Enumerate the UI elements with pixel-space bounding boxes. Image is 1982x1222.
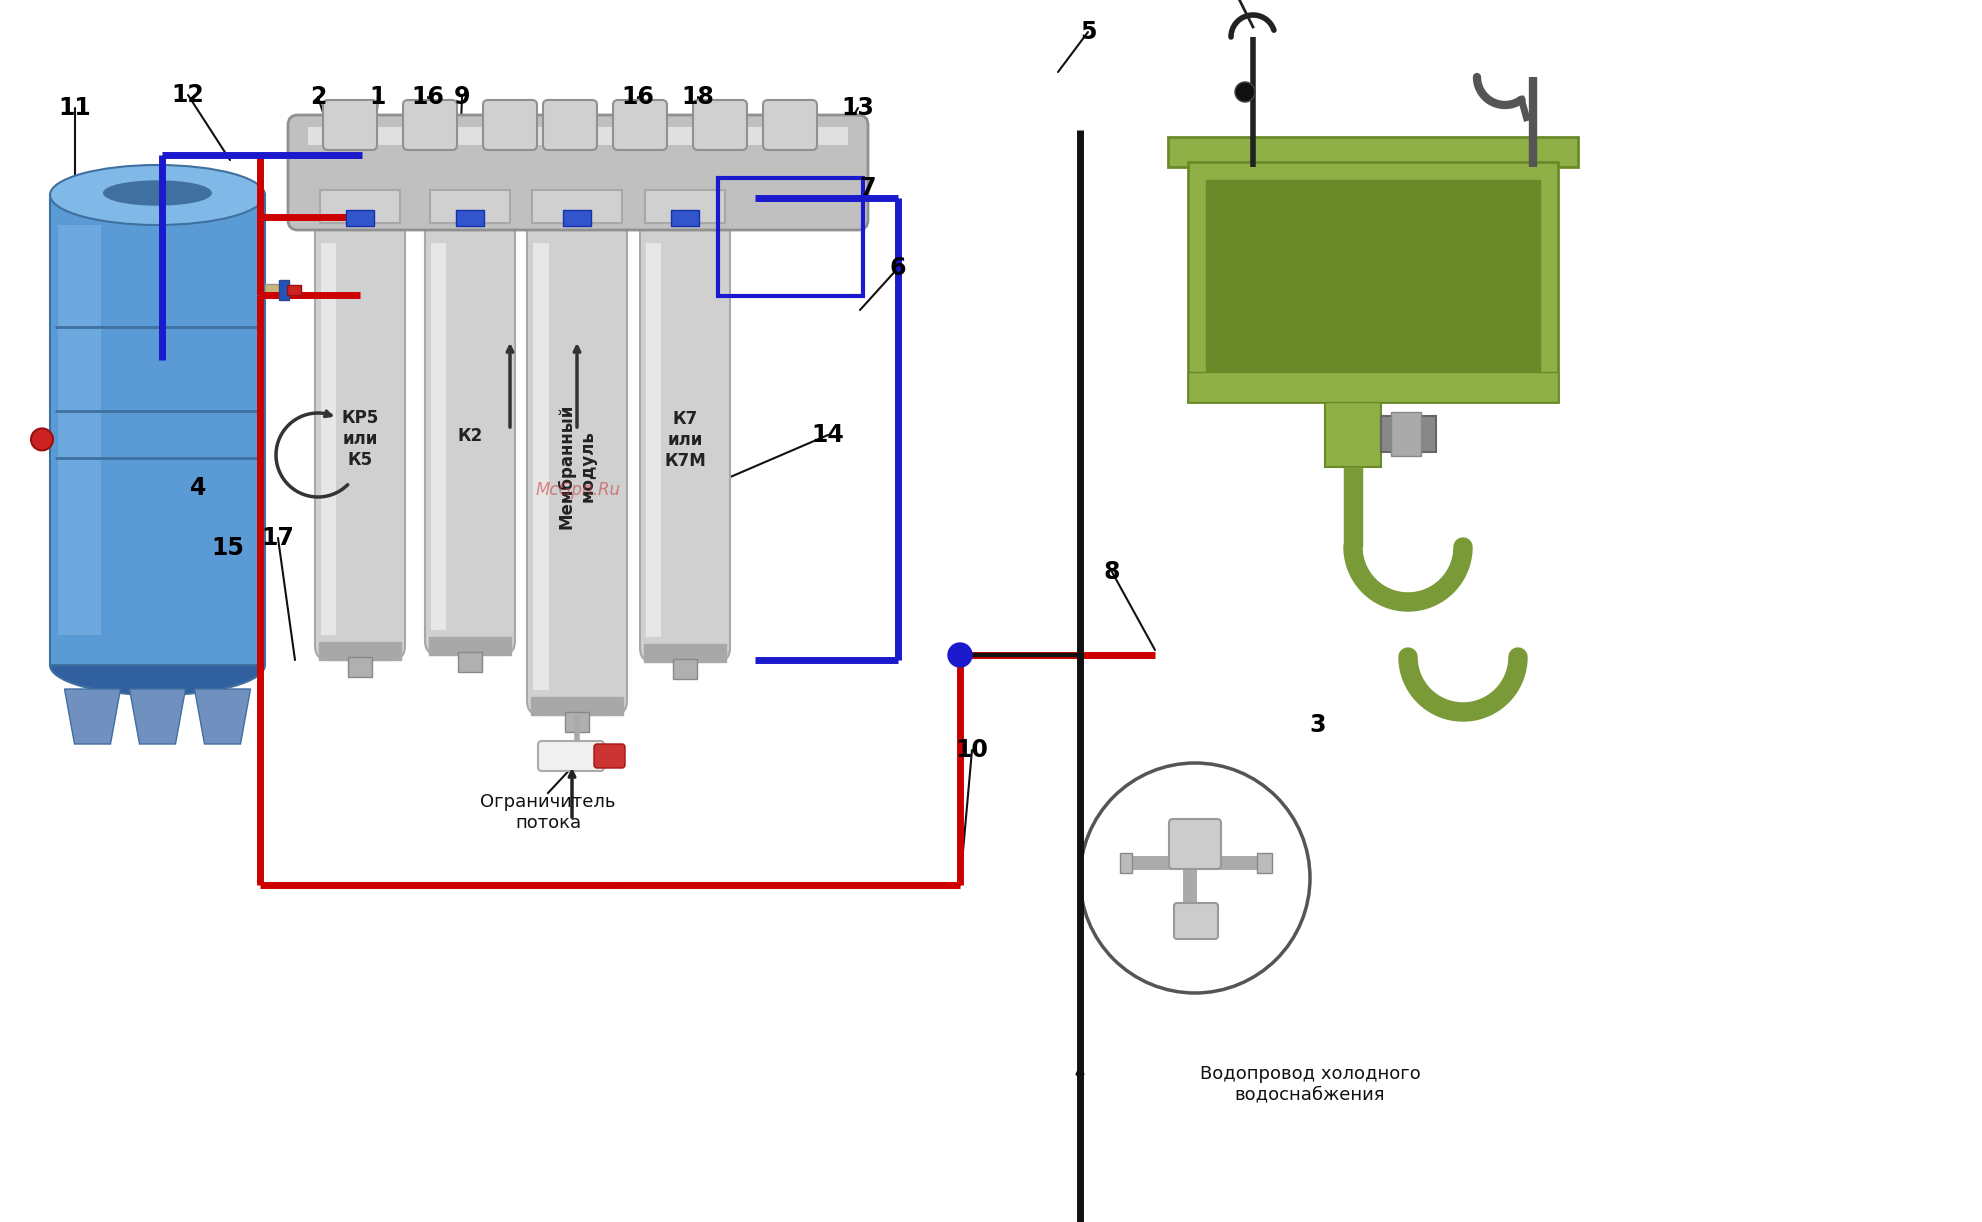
- Bar: [1389, 412, 1421, 456]
- FancyBboxPatch shape: [1169, 819, 1221, 869]
- Circle shape: [32, 429, 54, 451]
- Bar: [1187, 163, 1558, 402]
- Bar: [531, 697, 622, 715]
- Polygon shape: [129, 689, 186, 744]
- Bar: [321, 243, 335, 635]
- Text: К7
или
К7М: К7 или К7М: [664, 411, 706, 469]
- Bar: [1205, 180, 1540, 385]
- Text: 5: 5: [1080, 20, 1096, 44]
- Text: 7: 7: [860, 176, 876, 200]
- Text: 14: 14: [811, 423, 844, 447]
- FancyBboxPatch shape: [763, 100, 817, 150]
- Bar: [57, 225, 101, 635]
- Bar: [307, 127, 848, 145]
- Bar: [670, 210, 698, 226]
- Text: Водопровод холодного
водоснабжения: Водопровод холодного водоснабжения: [1199, 1066, 1419, 1103]
- Text: К2: К2: [458, 426, 482, 445]
- Bar: [50, 196, 266, 665]
- Ellipse shape: [50, 635, 266, 695]
- FancyBboxPatch shape: [595, 744, 624, 767]
- Bar: [1120, 853, 1132, 873]
- Text: 6: 6: [890, 255, 906, 280]
- Bar: [531, 189, 622, 222]
- Bar: [1167, 137, 1578, 167]
- Bar: [533, 243, 549, 690]
- Text: 9: 9: [454, 86, 470, 109]
- FancyBboxPatch shape: [315, 218, 404, 660]
- Circle shape: [1235, 82, 1255, 101]
- FancyBboxPatch shape: [543, 100, 597, 150]
- FancyBboxPatch shape: [323, 100, 377, 150]
- Text: Мембранный
модуль: Мембранный модуль: [557, 403, 597, 529]
- Bar: [458, 653, 482, 672]
- Bar: [266, 284, 287, 296]
- Bar: [563, 210, 591, 226]
- FancyBboxPatch shape: [692, 100, 747, 150]
- Bar: [279, 280, 289, 299]
- Text: 8: 8: [1104, 560, 1120, 584]
- Text: 13: 13: [840, 97, 874, 120]
- Bar: [1187, 371, 1558, 402]
- Text: 1: 1: [369, 86, 386, 109]
- Text: McGрп.Ru: McGрп.Ru: [535, 481, 620, 499]
- Text: 17: 17: [262, 525, 293, 550]
- Bar: [319, 189, 400, 222]
- Text: 4: 4: [190, 477, 206, 500]
- Polygon shape: [194, 689, 250, 744]
- Text: 2: 2: [309, 86, 325, 109]
- Bar: [456, 210, 484, 226]
- FancyBboxPatch shape: [484, 100, 537, 150]
- Text: 16: 16: [412, 86, 444, 109]
- Polygon shape: [65, 689, 121, 744]
- Bar: [375, 238, 404, 640]
- Text: КР5
или
К5: КР5 или К5: [341, 409, 379, 469]
- Bar: [1257, 853, 1270, 873]
- FancyBboxPatch shape: [612, 100, 666, 150]
- Bar: [430, 189, 509, 222]
- FancyBboxPatch shape: [640, 218, 729, 662]
- Bar: [1379, 415, 1435, 452]
- Ellipse shape: [50, 165, 266, 225]
- Text: 11: 11: [59, 97, 91, 120]
- Text: 3: 3: [1308, 712, 1326, 737]
- Bar: [430, 243, 446, 631]
- Bar: [347, 657, 373, 677]
- Bar: [717, 178, 862, 296]
- FancyBboxPatch shape: [402, 100, 456, 150]
- Text: Ограничитель
потока: Ограничитель потока: [480, 793, 616, 832]
- Circle shape: [1080, 763, 1310, 993]
- Text: 16: 16: [620, 86, 654, 109]
- Circle shape: [947, 643, 971, 667]
- Bar: [672, 659, 696, 679]
- Bar: [1324, 402, 1379, 467]
- FancyBboxPatch shape: [537, 741, 605, 771]
- FancyBboxPatch shape: [1173, 903, 1217, 938]
- Text: 18: 18: [682, 86, 714, 109]
- Ellipse shape: [103, 181, 212, 205]
- Bar: [319, 642, 400, 660]
- Bar: [486, 238, 515, 635]
- FancyBboxPatch shape: [424, 218, 515, 655]
- Text: 12: 12: [172, 83, 204, 108]
- Bar: [646, 243, 660, 637]
- Bar: [700, 238, 729, 642]
- Bar: [345, 210, 375, 226]
- Bar: [593, 238, 626, 695]
- Text: 15: 15: [212, 536, 244, 560]
- Bar: [644, 644, 725, 662]
- Bar: [644, 189, 725, 222]
- Text: 10: 10: [955, 738, 987, 763]
- Bar: [565, 712, 589, 732]
- Bar: [287, 285, 301, 295]
- FancyBboxPatch shape: [527, 218, 626, 715]
- FancyBboxPatch shape: [287, 115, 868, 230]
- Bar: [428, 637, 511, 655]
